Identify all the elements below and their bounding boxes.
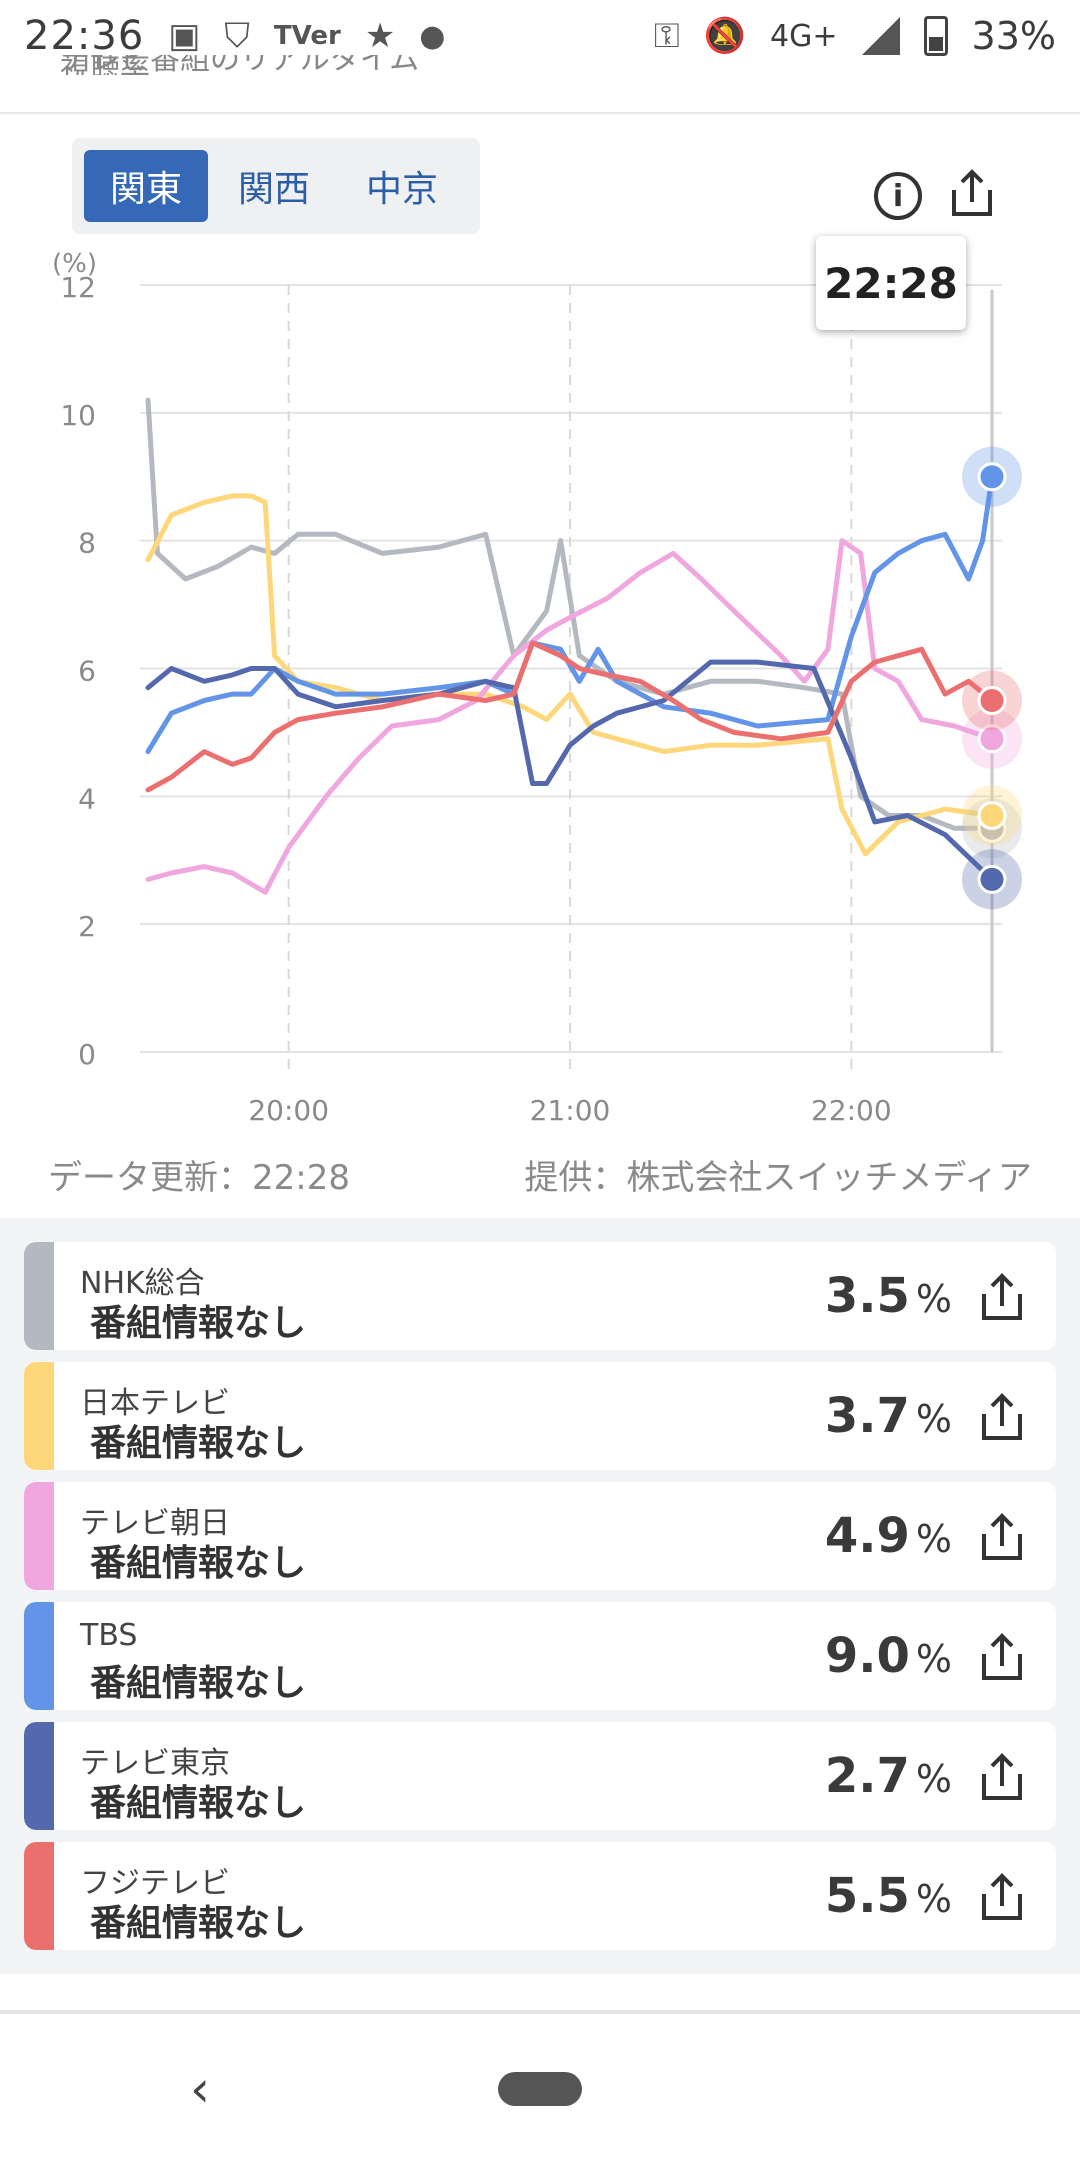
share-icon[interactable] [978,1512,1026,1564]
rating-unit: % [915,1517,952,1561]
channel-color-bar [24,1722,54,1830]
share-icon[interactable] [948,168,996,220]
battery-icon [923,16,948,56]
rating-value: 2.7 [824,1748,910,1804]
channel-row-nhk[interactable]: NHK総合 番組情報なし 3.5 % [24,1242,1056,1350]
region-tabs: 関東 関西 中京 [72,138,480,234]
ratings-chart[interactable]: 0 2 4 6 8 10 12(%) 20:00 21:00 22:00 [0,240,1080,1140]
channel-list: NHK総合 番組情報なし 3.5 % 日本テレビ 番組情報なし 3.7 % テレ… [0,1218,1080,1974]
channel-rating: 3.5 % [825,1268,952,1324]
channel-rating: 9.0 % [825,1628,952,1684]
page-subtitle-cut: テレビ番組のリアルタイム視聴率 [60,55,420,75]
channel-row-ntv[interactable]: 日本テレビ 番組情報なし 3.7 % [24,1362,1056,1470]
share-icon[interactable] [978,1392,1026,1444]
channel-rating: 5.5 % [825,1868,952,1924]
channel-color-bar [24,1362,54,1470]
divider [0,112,1080,114]
data-provider: 提供：株式会社スイッチメディア [524,1158,1032,1198]
channel-rating: 3.7 % [825,1388,952,1444]
channel-rating: 4.9 % [825,1508,952,1564]
series-line [145,493,995,857]
y-tick-label: 0 [78,1038,96,1071]
tab-chukyo[interactable]: 中京 [365,169,438,210]
program-name: 番組情報なし [90,1783,307,1824]
channel-row-tvasahi[interactable]: テレビ朝日 番組情報なし 4.9 % [24,1482,1056,1590]
rating-value: 9.0 [824,1628,910,1684]
channel-name: フジテレビ [80,1866,230,1901]
signal-icon [861,17,900,55]
share-icon[interactable] [978,1752,1026,1804]
channel-color-bar [24,1842,54,1950]
home-pill-icon[interactable] [498,2072,582,2106]
series-endpoint [977,724,1007,754]
program-name: 番組情報なし [90,1423,307,1464]
rating-value: 4.9 [824,1508,910,1564]
series-line [145,474,995,755]
navigation-bar: ‹ [0,2040,1080,2140]
battery-level: 33% [971,14,1056,58]
y-tick-label: 2 [78,910,96,943]
x-tick-label: 21:00 [530,1094,611,1127]
rating-unit: % [915,1277,952,1321]
status-time: 22:36 [24,13,145,59]
notification-dot-icon: ● [419,18,446,54]
channel-color-bar [24,1482,54,1590]
series-line [145,640,995,793]
channel-row-fuji[interactable]: フジテレビ 番組情報なし 5.5 % [24,1842,1056,1950]
rating-value: 5.5 [824,1868,910,1924]
rating-unit: % [915,1757,952,1801]
channel-row-tvtokyo[interactable]: テレビ東京 番組情報なし 2.7 % [24,1722,1056,1830]
chart-footer: データ更新：22:28 提供：株式会社スイッチメディア [48,1150,1032,1199]
y-tick-label: 8 [78,527,96,560]
info-icon[interactable]: i [874,172,922,220]
program-name: 番組情報なし [90,1543,307,1584]
rating-unit: % [915,1637,952,1681]
y-axis-label: (%) [52,249,97,279]
channel-name: 日本テレビ [80,1386,230,1421]
series-endpoint [977,462,1007,492]
rating-value: 3.7 [824,1388,910,1444]
channel-name: テレビ朝日 [80,1506,230,1541]
channel-color-bar [24,1602,54,1710]
status-bar: 22:36 ▣ ⛉ TVer ★ ● ⚿ 🔕 4G+ 33% [0,0,1080,72]
program-name: 番組情報なし [90,1903,307,1944]
series-endpoint [977,801,1007,831]
share-icon[interactable] [978,1272,1026,1324]
x-tick-label: 22:00 [811,1094,892,1127]
divider [0,2010,1080,2014]
tver-icon: TVer [273,21,341,51]
channel-name: TBS [80,1618,138,1653]
x-tick-label: 20:00 [248,1094,329,1127]
image-icon: ▣ [168,16,201,56]
rating-unit: % [915,1877,952,1921]
series-endpoint [977,685,1007,715]
program-name: 番組情報なし [90,1303,307,1344]
y-tick-label: 12 [60,271,96,304]
data-updated: データ更新：22:28 [48,1158,350,1198]
y-tick-label: 10 [60,399,96,432]
channel-row-tbs[interactable]: TBS 番組情報なし 9.0 % [24,1602,1056,1710]
rating-value: 3.5 [824,1268,910,1324]
back-icon[interactable]: ‹ [190,2060,210,2118]
network-type: 4G+ [770,18,838,54]
series-line [145,659,995,882]
channel-color-bar [24,1242,54,1350]
star-icon: ★ [364,16,396,56]
shield-icon: ⛉ [224,16,250,56]
tab-kanto[interactable]: 関東 [84,150,208,222]
key-icon: ⚿ [653,16,680,56]
tab-kansai[interactable]: 関西 [237,169,310,210]
share-icon[interactable] [978,1872,1026,1924]
y-tick-label: 4 [78,782,96,815]
chart-tooltip: 22:28 [816,236,966,330]
bell-off-icon: 🔕 [703,16,747,56]
series-endpoint [977,864,1007,894]
channel-name: テレビ東京 [80,1746,230,1781]
channel-rating: 2.7 % [825,1748,952,1804]
program-name: 番組情報なし [90,1663,307,1704]
channel-name: NHK総合 [80,1266,205,1301]
rating-unit: % [915,1397,952,1441]
share-icon[interactable] [978,1632,1026,1684]
y-tick-label: 6 [78,655,96,688]
